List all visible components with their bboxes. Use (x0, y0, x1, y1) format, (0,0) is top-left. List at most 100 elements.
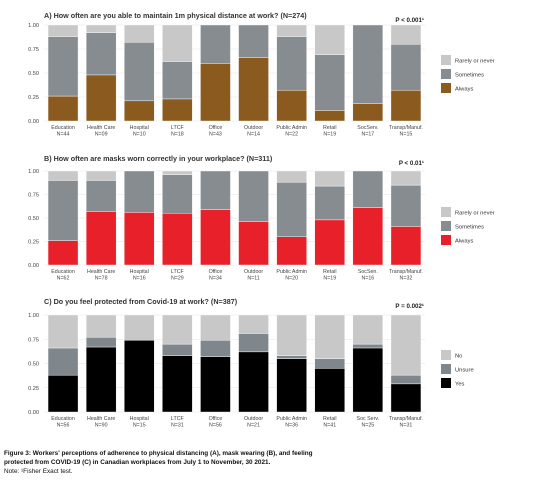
x-count-label: N=31 (171, 423, 184, 429)
bar-segment-sometimes (276, 36, 307, 91)
legend-swatch (441, 55, 451, 65)
x-tick-label: Education (51, 125, 75, 131)
x-tick-label: Retail (323, 269, 337, 275)
legend-label: Unsure (455, 368, 474, 374)
bar-segment-always (85, 211, 117, 266)
x-tick-label: Transp/Manuf. (389, 125, 423, 131)
legend-swatch (441, 364, 451, 374)
x-tick-label: Outdoor (244, 416, 263, 422)
x-tick-label: Health Care (87, 125, 115, 131)
legend-swatch (441, 378, 451, 388)
panel-title: B) How often are masks worn correctly in… (44, 154, 273, 163)
bar-segment-unsure (85, 337, 117, 348)
y-tick-label: 1.00 (28, 23, 39, 29)
y-tick-label: 0.75 (28, 193, 39, 199)
p-value: P < 0.001¹ (395, 17, 424, 24)
bar-segment-yes (314, 368, 345, 413)
bar-segment-always (124, 212, 155, 266)
bar-segment-sometimes (85, 32, 117, 76)
x-count-label: N=16 (133, 276, 146, 282)
panel-title: C) Do you feel protected from Covid-19 a… (44, 297, 238, 306)
x-count-label: N=14 (247, 132, 260, 138)
bar-segment-sometimes (238, 24, 269, 58)
bar-segment-yes (352, 347, 384, 413)
x-tick-label: Office (209, 269, 223, 275)
bar-segment-always (200, 209, 231, 266)
x-count-label: N=10 (133, 132, 146, 138)
p-value: P = 0.002¹ (395, 303, 424, 310)
bar-segment-always (162, 213, 193, 266)
x-count-label: N=11 (247, 276, 259, 282)
y-tick-label: 0.00 (28, 263, 39, 269)
x-count-label: N=62 (57, 276, 70, 282)
y-tick-label: 0.75 (28, 47, 39, 53)
bar-segment-yes (47, 374, 79, 413)
bar-segment-yes (200, 356, 231, 413)
legend-label: Rarely or never (455, 211, 495, 217)
bar-segment-sometimes (162, 61, 193, 100)
bar-segment-no (276, 314, 307, 356)
bar-segment-rarely-or-never (47, 170, 79, 181)
caption-line-1: Figure 3: Workers' perceptions of adhere… (4, 450, 313, 457)
bar-segment-rarely-or-never (85, 24, 117, 33)
legend-swatch (441, 207, 451, 217)
bar-segment-always (47, 240, 79, 266)
caption-line-2: protected from COVID-19 (C) in Canadian … (4, 459, 271, 466)
bar-segment-unsure (47, 347, 79, 376)
x-tick-label: Outdoor (244, 125, 263, 131)
bar-segment-sometimes (276, 182, 307, 237)
x-count-label: N=19 (323, 276, 336, 282)
x-tick-label: LTCF (171, 416, 185, 422)
bar-segment-no (352, 314, 384, 345)
bar-segment-no (124, 314, 155, 341)
bar-segment-yes (162, 355, 193, 413)
x-count-label: N=25 (361, 423, 374, 429)
bar-segment-sometimes (124, 170, 155, 213)
legend-label: Rarely or never (455, 59, 495, 65)
bar-segment-always (276, 90, 307, 122)
x-tick-label: Soc Serv. (357, 416, 380, 422)
x-tick-label: LTCF (171, 269, 185, 275)
caption-note: Note: ¹Fisher Exact test. (4, 468, 73, 475)
bar-segment-yes (238, 351, 269, 413)
bar-segment-sometimes (124, 42, 155, 102)
x-tick-label: Transp/Manuf. (389, 416, 423, 422)
bar-segment-no (85, 314, 117, 338)
legend-swatch (441, 350, 451, 360)
bar-segment-sometimes (85, 180, 117, 212)
x-count-label: N=32 (400, 276, 413, 282)
bar-segment-sometimes (200, 170, 231, 210)
bar-segment-unsure (162, 343, 193, 356)
bar-segment-sometimes (314, 185, 345, 221)
bar-segment-always (276, 236, 307, 266)
x-count-label: N=22 (285, 132, 298, 138)
x-count-label: N=16 (361, 276, 374, 282)
x-count-label: N=21 (247, 423, 260, 429)
chart-panel-a: A) How often are you able to maintain 1m… (28, 11, 495, 138)
figure-caption: Figure 3: Workers' perceptions of adhere… (4, 449, 524, 476)
x-tick-label: Office (209, 416, 223, 422)
bar-segment-rarely-or-never (390, 170, 422, 186)
chart-panel-c: C) Do you feel protected from Covid-19 a… (28, 297, 474, 429)
x-tick-label: Retail (323, 416, 337, 422)
bar-segment-rarely-or-never (276, 170, 307, 183)
legend-label: Sometimes (455, 225, 484, 231)
x-count-label: N=17 (361, 132, 374, 138)
x-tick-label: Hospital (130, 125, 149, 131)
bar-segment-sometimes (162, 174, 193, 214)
x-tick-label: Education (51, 416, 75, 422)
x-tick-label: Health Care (87, 269, 115, 275)
y-tick-label: 0.75 (28, 337, 39, 343)
bar-segment-always (390, 226, 422, 266)
bar-segment-always (162, 98, 193, 122)
x-count-label: N=15 (400, 132, 413, 138)
y-tick-label: 0.25 (28, 240, 39, 246)
bar-segment-rarely-or-never (162, 170, 193, 175)
bar-segment-always (47, 95, 79, 122)
bar-segment-sometimes (200, 24, 231, 64)
legend-label: Always (455, 239, 473, 245)
x-count-label: N=44 (57, 132, 70, 138)
x-count-label: N=31 (400, 423, 413, 429)
y-tick-label: 0.25 (28, 386, 39, 392)
bar-segment-sometimes (314, 54, 345, 111)
